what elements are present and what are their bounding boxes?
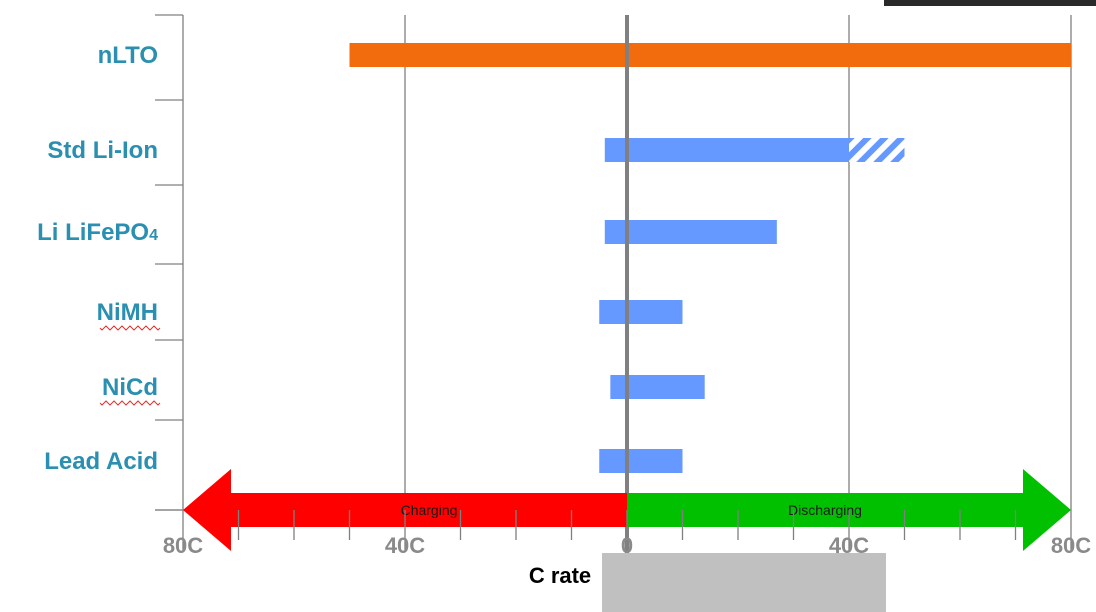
gray-occlusion-box [602, 553, 886, 612]
category-label: Lead Acid [44, 448, 158, 475]
ticks-layer: 80C 40C 0 40C 80C [163, 510, 1091, 558]
bar-li-lifepo [604, 220, 777, 244]
bar-hatched-extension [849, 138, 905, 162]
dark-corner-patch [884, 0, 1096, 6]
category-label: nLTO [98, 42, 158, 69]
bar-nimh [599, 300, 683, 324]
x-tick-label: 0 [621, 533, 633, 558]
discharging-arrow-label: Discharging [788, 502, 862, 518]
bar-nlto [349, 43, 1071, 67]
bar-nicd [610, 375, 705, 399]
category-label: NiMH [97, 299, 158, 326]
category-label: Std Li-Ion [47, 137, 158, 164]
category-label: Li LiFePO4 [37, 219, 158, 246]
bar-std-li-ion [604, 138, 849, 162]
spellcheck-underline [99, 325, 161, 331]
category-labels: nLTO Std Li-Ion Li LiFePO4 NiMH NiCd Lead Aci… [37, 42, 161, 475]
bar-lead-acid [599, 449, 683, 473]
x-tick-label: 80C [1051, 533, 1091, 558]
category-label: NiCd [102, 374, 158, 401]
spellcheck-underline [99, 400, 161, 406]
x-axis-label: C rate [529, 563, 591, 588]
x-tick-label: 80C [163, 533, 203, 558]
bars-layer [349, 43, 1071, 473]
charging-arrow-label: Charging [401, 502, 458, 518]
x-tick-label: 40C [385, 533, 425, 558]
grid-layer [155, 14, 1072, 511]
